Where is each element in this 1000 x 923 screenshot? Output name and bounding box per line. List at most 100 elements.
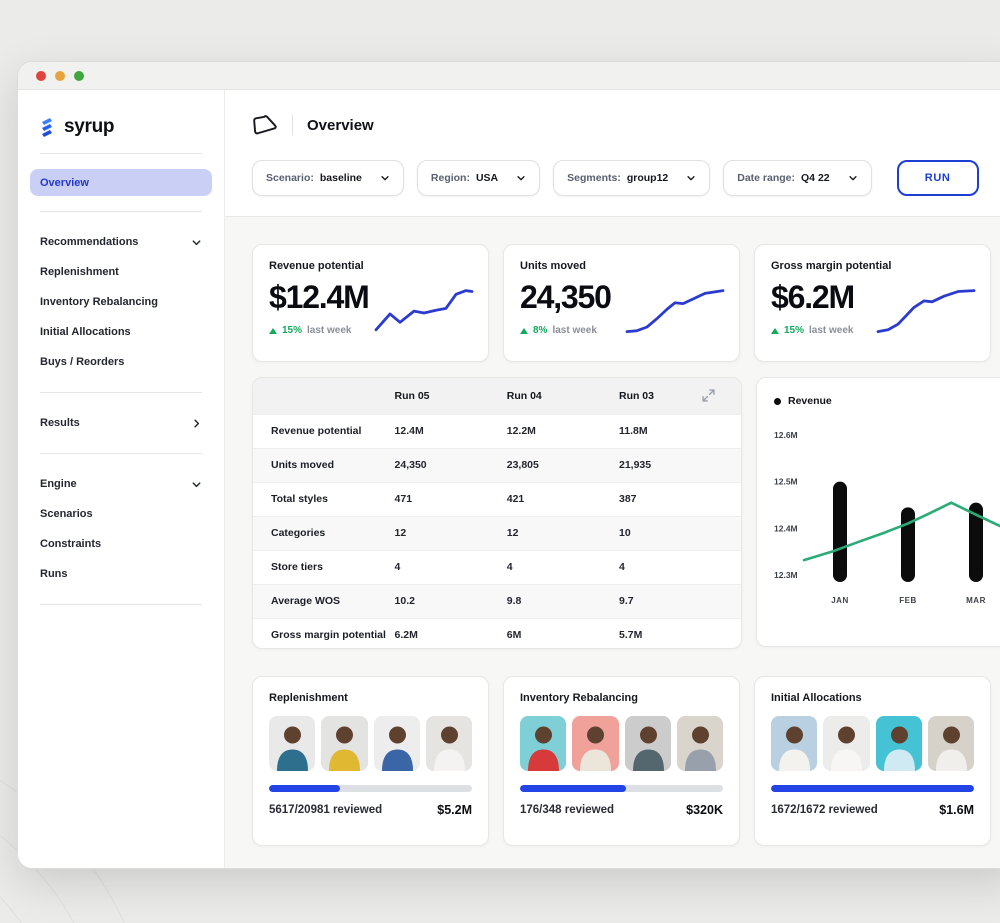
table-cell: 9.7: [618, 595, 634, 607]
sparkline-chart: [374, 285, 474, 341]
expand-icon[interactable]: [702, 386, 715, 405]
trend-up-icon: [520, 327, 528, 334]
person-thumbnail[interactable]: [676, 716, 723, 771]
app-window: syrup Overview Recommendations Replenish…: [18, 62, 1000, 868]
person-thumbnail[interactable]: [321, 716, 368, 771]
run-comparison-table: Run 05 Run 04 Run 03: [253, 378, 741, 648]
header-divider: [292, 115, 293, 135]
table-cell: 4: [394, 561, 401, 573]
table-cell: 4: [506, 561, 513, 573]
sidebar-item-label: Scenarios: [40, 508, 93, 520]
sidebar-divider: [40, 211, 202, 212]
filter-chip-scenario[interactable]: Scenario: baseline: [252, 160, 404, 196]
table-cell: 12: [506, 527, 519, 539]
person-thumbnail[interactable]: [624, 716, 671, 771]
task-card-initial-allocations: Initial Allocations 1672/1672 reviewed $…: [754, 676, 991, 846]
sidebar-item-engine[interactable]: Engine: [40, 469, 202, 499]
table-cell: 6M: [506, 629, 522, 641]
reviewed-count: 176/348 reviewed: [520, 804, 614, 816]
thumbnail-strip: [771, 716, 974, 771]
sparkline-chart: [876, 285, 976, 341]
chevron-right-icon: [194, 419, 200, 427]
sidebar-item-overview[interactable]: Overview: [30, 169, 212, 196]
sidebar-item-recommendations[interactable]: Recommendations: [40, 227, 202, 257]
progress-bar: [520, 785, 723, 792]
table-cell: 5.7M: [618, 629, 643, 641]
filter-chip-date-range[interactable]: Date range: Q4 22: [723, 160, 872, 196]
chevron-down-icon: [381, 176, 389, 181]
progress-fill: [520, 785, 626, 792]
chevron-down-icon: [849, 176, 857, 181]
chart-bar: [833, 481, 847, 583]
x-axis-label: JAN: [831, 596, 849, 605]
table-cell: 12.2M: [506, 425, 536, 437]
run-button[interactable]: RUN: [896, 160, 979, 196]
sidebar-item-initial-allocations[interactable]: Initial Allocations: [40, 317, 202, 347]
kpi-card-units-moved: Units moved 24,350 8% last week: [503, 244, 740, 362]
table-cell: 10.2: [394, 595, 415, 607]
person-thumbnail[interactable]: [823, 716, 870, 771]
x-axis-label: FEB: [899, 596, 917, 605]
table-cell: 471: [394, 493, 413, 505]
table-cell: 12.4M: [394, 425, 424, 437]
filter-chip-segments[interactable]: Segments: group12: [553, 160, 711, 196]
table-cell: 24,350: [394, 459, 427, 471]
table-header-cell: Run 03: [618, 378, 702, 414]
kpi-row: Revenue potential $12.4M 15% last week U…: [252, 244, 1000, 362]
reviewed-count: 5617/20981 reviewed: [269, 804, 383, 816]
table-header-cell: Run 05: [394, 378, 507, 414]
traffic-light-zoom-button[interactable]: [74, 70, 84, 81]
row-label: Gross margin potential: [271, 629, 386, 641]
revenue-chart-card: Revenue 12.6M 12.5M 12.4M 12.3M JAN FEB MAR: [756, 377, 1000, 647]
kpi-delta-caption: last week: [307, 325, 352, 336]
chevron-down-icon: [517, 176, 525, 181]
person-thumbnail[interactable]: [425, 716, 472, 771]
progress-bar: [771, 785, 974, 792]
person-thumbnail[interactable]: [520, 716, 567, 771]
table-row: Revenue potential 12.4M 12.2M 11.8M: [253, 414, 741, 448]
table-cell: 6.2M: [394, 629, 418, 641]
task-title: Inventory Rebalancing: [520, 692, 638, 704]
row-label: Average WOS: [271, 595, 341, 607]
traffic-light-close-button[interactable]: [36, 70, 46, 81]
sidebar-item-label: Inventory Rebalancing: [40, 296, 158, 308]
legend-dot-icon: [774, 397, 781, 405]
filter-bar: Scenario: baseline Region: USA Segments:…: [252, 160, 1000, 196]
person-thumbnail[interactable]: [572, 716, 619, 771]
table-cell: 12: [394, 527, 407, 539]
table-header-cell: [253, 378, 395, 414]
progress-fill: [269, 785, 341, 792]
task-row: Replenishment 5617/20981 reviewed $5.2M …: [252, 676, 1000, 846]
person-thumbnail[interactable]: [771, 716, 818, 771]
kpi-label: Revenue potential: [269, 260, 364, 272]
sidebar-item-constraints[interactable]: Constraints: [40, 529, 202, 559]
sidebar-item-label: Constraints: [40, 538, 102, 550]
traffic-light-minimize-button[interactable]: [55, 70, 65, 81]
sidebar-item-replenishment[interactable]: Replenishment: [40, 257, 202, 287]
page-title: Overview: [307, 116, 374, 134]
table-row: Gross margin potential 6.2M 6M 5.7M: [253, 618, 741, 648]
person-thumbnail[interactable]: [927, 716, 974, 771]
table-row: Total styles 471 421 387: [253, 482, 741, 516]
kpi-delta: 8%: [533, 325, 548, 336]
filter-label: Scenario:: [266, 172, 314, 184]
logo-text: syrup: [64, 116, 115, 137]
sidebar-item-scenarios[interactable]: Scenarios: [40, 499, 202, 529]
sidebar-item-label: Recommendations: [40, 236, 139, 248]
person-thumbnail[interactable]: [373, 716, 420, 771]
table-header-cell: Run 04: [506, 378, 619, 414]
sidebar-item-runs[interactable]: Runs: [40, 559, 202, 589]
sidebar-item-buys-reorders[interactable]: Buys / Reorders: [40, 347, 202, 377]
sidebar-item-inventory-rebalancing[interactable]: Inventory Rebalancing: [40, 287, 202, 317]
person-thumbnail[interactable]: [875, 716, 922, 771]
chevron-down-icon: [192, 481, 201, 487]
sidebar-item-results[interactable]: Results: [40, 408, 202, 438]
trend-up-icon: [771, 327, 779, 334]
y-axis-label: 12.6M: [774, 430, 798, 440]
person-thumbnail[interactable]: [269, 716, 316, 771]
content-header: Overview Scenario: baseline Region: USA …: [225, 90, 1000, 217]
task-amount: $1.6M: [939, 803, 974, 817]
task-card-replenishment: Replenishment 5617/20981 reviewed $5.2M: [252, 676, 489, 846]
filter-label: Date range:: [737, 172, 796, 184]
filter-chip-region[interactable]: Region: USA: [416, 160, 541, 196]
